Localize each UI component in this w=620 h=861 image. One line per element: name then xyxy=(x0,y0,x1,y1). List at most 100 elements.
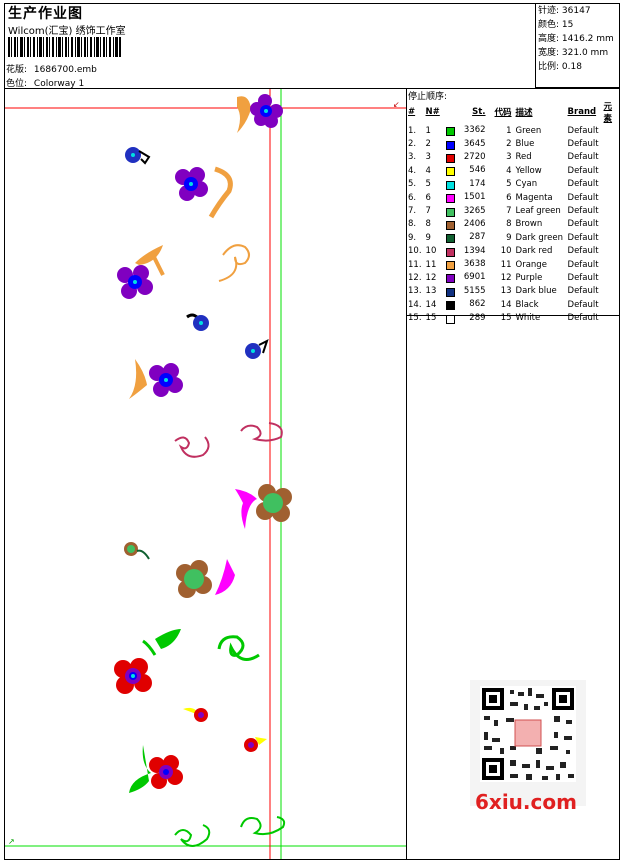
row-stitches: 3265 xyxy=(444,204,488,217)
row-brand: Default xyxy=(567,299,599,310)
row-element xyxy=(602,245,620,258)
stitch-count-cell: 1394 xyxy=(463,245,486,256)
row-code: 14 xyxy=(500,299,512,310)
flower-motif-7 xyxy=(235,484,292,529)
row-code: 6 xyxy=(506,192,512,203)
qr-code-icon xyxy=(480,686,576,782)
flower-motif-11 xyxy=(183,707,267,752)
watermark-text: 6xiu.com xyxy=(475,790,577,814)
thread-row: 1. 1 3362 1 Green Default xyxy=(406,124,620,137)
thread-row: 3. 3 2720 3 Red Default xyxy=(406,151,620,164)
row-stitches: 546 xyxy=(444,164,488,177)
row-brand: Default xyxy=(567,272,599,283)
color-swatch xyxy=(445,301,455,311)
thread-row: 6. 6 1501 6 Magenta Default xyxy=(406,191,620,204)
row-description: Dark red xyxy=(515,246,553,257)
color-count-label: 颜色: xyxy=(538,20,560,30)
color-swatch xyxy=(445,194,455,204)
design-width-label: 宽度: xyxy=(538,48,560,58)
row-code: 7 xyxy=(506,206,512,217)
row-stitches: 1394 xyxy=(444,245,488,258)
row-element xyxy=(602,285,620,298)
thread-row: 12. 12 6901 12 Purple Default xyxy=(406,271,620,284)
row-index: 14. xyxy=(408,299,422,310)
thread-row: 5. 5 174 5 Cyan Default xyxy=(406,178,620,191)
color-swatch xyxy=(445,247,455,257)
row-element xyxy=(602,137,620,150)
row-brand: Default xyxy=(567,259,599,270)
thread-row: 11. 11 3638 11 Orange Default xyxy=(406,258,620,271)
row-needle: 3 xyxy=(425,152,431,163)
row-description: Leaf green xyxy=(515,206,561,217)
row-element xyxy=(602,151,620,164)
thread-table: # N# St. 代码 描述 Brand 元素 1. 1 3362 1 Green Def… xyxy=(406,100,620,325)
row-brand: Default xyxy=(567,192,599,203)
row-index: 1. xyxy=(408,125,417,136)
row-element xyxy=(602,124,620,137)
row-description: Blue xyxy=(515,139,535,150)
row-needle: 8 xyxy=(425,219,431,230)
color-swatch xyxy=(445,167,455,177)
row-index: 5. xyxy=(408,179,417,190)
row-needle: 11 xyxy=(425,259,437,270)
design-stats: 针迹: 36147 颜色: 15 高度: 1416.2 mm 宽度: 321.0… xyxy=(538,4,614,74)
design-height: 高度: 1416.2 mm xyxy=(538,32,614,46)
corner-marker-top: ↙ xyxy=(393,100,400,109)
row-stitches: 1501 xyxy=(444,191,488,204)
row-index: 13. xyxy=(408,286,422,297)
row-element xyxy=(602,218,620,231)
flower-motif-5 xyxy=(186,313,269,359)
row-code: 3 xyxy=(506,152,512,163)
row-brand: Default xyxy=(567,246,599,257)
row-description: Purple xyxy=(515,272,543,283)
stitch-count-cell: 3645 xyxy=(463,138,486,149)
barcode xyxy=(8,37,121,57)
row-description: Dark green xyxy=(515,232,563,243)
color-swatch xyxy=(445,127,455,137)
row-element xyxy=(602,298,620,311)
color-swatch xyxy=(445,314,455,324)
design-scale-label: 比例: xyxy=(538,62,560,72)
design-file-value: 1686700.emb xyxy=(33,65,97,75)
col-needle: N# xyxy=(425,107,440,117)
row-code: 1 xyxy=(506,125,512,136)
row-brand: Default xyxy=(567,219,599,230)
row-element xyxy=(602,231,620,244)
row-index: 6. xyxy=(408,192,417,203)
row-needle: 4 xyxy=(425,165,431,176)
color-count: 颜色: 15 xyxy=(538,18,614,32)
row-code: 11 xyxy=(500,259,512,270)
flower-motif-8 xyxy=(124,542,150,560)
colorway-value: Colorway 1 xyxy=(33,79,85,89)
row-description: Red xyxy=(515,152,532,163)
qr-code-image xyxy=(470,680,586,806)
row-element xyxy=(602,191,620,204)
row-needle: 5 xyxy=(425,179,431,190)
row-description: Magenta xyxy=(515,192,553,203)
design-file-line: 花版: 1686700.emb xyxy=(6,62,97,75)
thread-row: 7. 7 3265 7 Leaf green Default xyxy=(406,204,620,217)
row-needle: 7 xyxy=(425,206,431,217)
stitch-count-cell: 3362 xyxy=(463,125,486,136)
swirl-motif-2 xyxy=(174,816,286,847)
row-stitches: 6901 xyxy=(444,271,488,284)
col-element: 元素 xyxy=(603,102,613,124)
stitch-count-cell: 5155 xyxy=(463,285,486,296)
thread-row: 10. 10 1394 10 Dark red Default xyxy=(406,245,620,258)
row-index: 2. xyxy=(408,139,417,150)
row-needle: 6 xyxy=(425,192,431,203)
row-code: 5 xyxy=(506,179,512,190)
row-brand: Default xyxy=(567,139,599,150)
row-brand: Default xyxy=(567,165,599,176)
row-description: Green xyxy=(515,125,542,136)
row-element xyxy=(602,271,620,284)
design-area-frame xyxy=(4,88,407,860)
row-brand: Default xyxy=(567,232,599,243)
color-swatch xyxy=(445,180,455,190)
flower-motif-1 xyxy=(237,94,283,133)
stitch-count-cell: 174 xyxy=(469,178,486,189)
stitch-count-cell: 862 xyxy=(469,299,486,310)
row-element xyxy=(602,258,620,271)
flower-motif-6 xyxy=(129,359,183,399)
stop-sequence-title: 停止顺序: xyxy=(408,92,448,102)
